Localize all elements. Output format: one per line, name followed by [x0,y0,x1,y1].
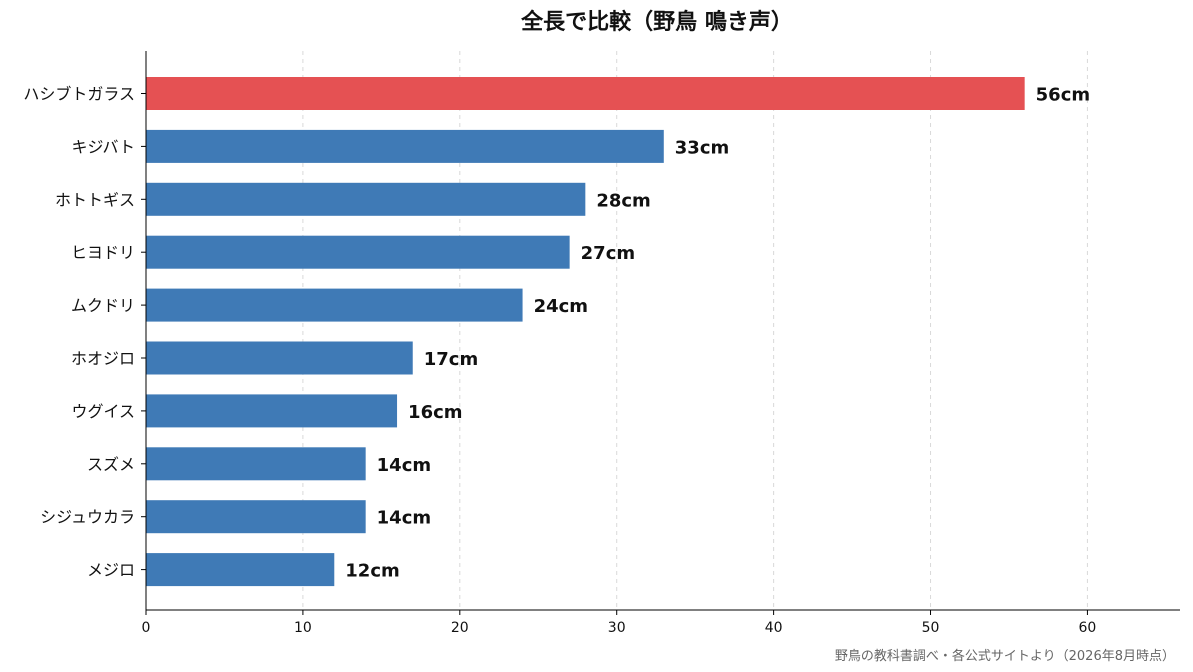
data-label: 12cm [345,561,399,582]
bar [146,129,664,163]
bar [146,341,413,375]
bar [146,447,366,481]
x-tick-label: 30 [608,620,626,636]
y-tick-label: メジロ [87,561,135,580]
bar [146,182,586,216]
y-tick-label: ウグイス [71,402,135,421]
data-label: 56cm [1036,85,1090,106]
chart-title: 全長で比較（野鳥 鳴き声） [520,9,793,35]
y-tick-label: スズメ [87,455,135,474]
data-label: 14cm [377,455,431,476]
y-tick-label: キジバト [71,137,135,156]
data-label: 28cm [596,190,650,211]
y-tick-label: ヒヨドリ [71,243,135,262]
data-label: 14cm [377,508,431,529]
x-tick-label: 50 [922,620,940,636]
bar [146,500,366,534]
x-tick-label: 40 [765,620,783,636]
bar [146,77,1025,110]
y-tick-label: ムクドリ [71,296,135,315]
bars [146,77,1025,587]
x-tick-labels: 0 10 20 30 40 50 60 [142,610,1097,636]
y-tick-label: ホオジロ [71,349,135,368]
bar [146,394,398,428]
x-tick-label: 60 [1079,620,1097,636]
bar [146,288,523,322]
data-label: 16cm [408,402,462,423]
data-labels: 56cm 33cm 28cm 27cm 24cm 17cm 16cm 14cm 14cm 12cm [345,85,1090,582]
data-label: 27cm [581,243,635,264]
data-label: 24cm [534,296,588,317]
bar [146,553,335,587]
data-label: 17cm [424,349,478,370]
y-tick-label: シジュウカラ [40,508,135,527]
data-label: 33cm [675,137,729,158]
y-tick-label: ホトトギス [55,190,135,209]
x-tick-label: 0 [142,620,151,636]
y-tick-label: ハシブトガラス [23,85,135,104]
x-tick-label: 10 [294,620,312,636]
y-tick-labels: ハシブトガラスキジバトホトトギスヒヨドリムクドリホオジロウグイススズメシジュウカ… [23,85,146,580]
bar [146,235,570,269]
x-tick-label: 20 [451,620,469,636]
source-note: 野鳥の教科書調べ・各公式サイトより（2026年8月時点） [834,649,1175,664]
